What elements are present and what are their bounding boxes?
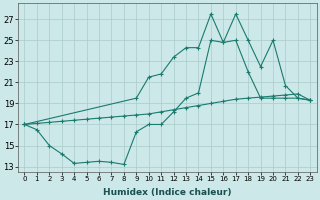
X-axis label: Humidex (Indice chaleur): Humidex (Indice chaleur) <box>103 188 232 197</box>
